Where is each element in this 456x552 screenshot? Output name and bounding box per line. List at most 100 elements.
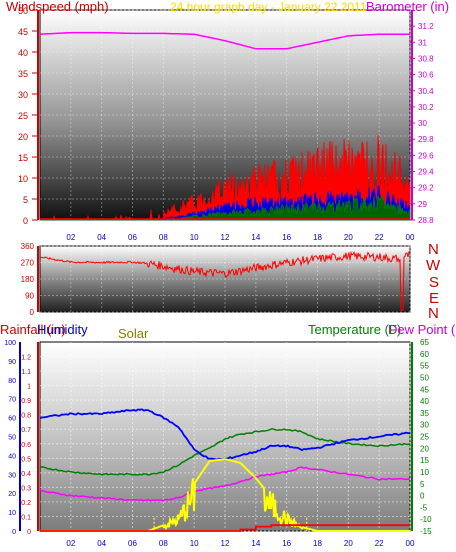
bottom-x-tick-label: 22: [375, 539, 384, 547]
humidity-tick-label: 40: [8, 453, 16, 460]
barometer-tick-label: 29.4: [418, 168, 434, 177]
rainfall-tick-label: 0.1: [21, 514, 31, 521]
barometer-tick-label: 28.8: [418, 216, 434, 225]
humidity-tick-label: 90: [8, 359, 16, 366]
axes: 0510152025303540455028.82929.229.429.629…: [4, 6, 434, 548]
temperature-tick-label: 20: [420, 444, 429, 453]
temperature-tick-label: 40: [420, 397, 429, 406]
temperature-tick-label: 0: [420, 492, 425, 501]
temperature-tick-label: 45: [420, 385, 429, 394]
bottom-x-tick-label: 00: [406, 539, 415, 547]
windspeed-tick-label: 10: [18, 174, 28, 184]
top-x-tick-label: 22: [375, 233, 384, 242]
humidity-tick-label: 0: [12, 529, 16, 536]
direction-label-s: S: [429, 274, 439, 291]
top-x-tick-label: 20: [344, 233, 353, 242]
temperature-axis-label: Temperature (F): [308, 322, 401, 337]
top-x-tick-label: 10: [190, 233, 199, 242]
top-x-tick-label: 18: [313, 233, 322, 242]
humidity-tick-label: 30: [8, 472, 16, 479]
bottom-x-tick-label: 08: [159, 539, 168, 547]
rainfall-series: [40, 524, 410, 532]
dewpoint-series: [39, 466, 411, 502]
top-x-tick-label: 06: [128, 233, 137, 242]
temperature-tick-label: -5: [420, 503, 428, 512]
rainfall-tick-label: 0.8: [21, 413, 31, 420]
barometer-tick-label: 31.2: [418, 22, 434, 31]
graph-title: 24 hour graph day - January 22 2011: [170, 0, 367, 14]
bottom-x-tick-label: 20: [344, 539, 353, 547]
temperature-series: [39, 428, 411, 476]
direction-tick-label: 180: [21, 275, 35, 284]
windspeed-tick-label: 45: [18, 27, 28, 37]
top-x-tick-label: 12: [221, 233, 230, 242]
temperature-tick-label: 60: [420, 350, 429, 359]
humidity-axis-label: Humidity: [37, 322, 88, 337]
humidity-tick-label: 20: [8, 491, 16, 498]
barometer-tick-label: 29: [418, 200, 427, 209]
top-x-tick-label: 14: [251, 233, 260, 242]
humidity-tick-label: 50: [8, 435, 16, 442]
mid-panel-bg: [39, 245, 411, 313]
rainfall-tick-label: 0: [27, 529, 31, 536]
humidity-tick-label: 60: [8, 416, 16, 423]
windspeed-tick-label: 30: [18, 90, 28, 100]
bottom-x-tick-label: 16: [282, 539, 291, 547]
humidity-tick-label: 10: [8, 510, 16, 517]
barometer-tick-label: 30.2: [418, 103, 434, 112]
direction-label-w: W: [426, 257, 441, 274]
barometer-tick-label: 30.8: [418, 54, 434, 63]
barometer-axis-label: Barometer (in): [366, 0, 449, 14]
barometer-tick-label: 29.2: [418, 184, 434, 193]
solar-axis-label: Solar: [118, 326, 149, 341]
bottom-x-tick-label: 06: [128, 539, 137, 547]
direction-tick-label: 0: [30, 308, 35, 317]
top-x-tick-label: 16: [282, 233, 291, 242]
barometer-tick-label: 29.6: [418, 151, 434, 160]
humidity-tick-label: 80: [8, 378, 16, 385]
humidity-tick-label: 100: [4, 340, 16, 347]
rainfall-axis-label: Rainfall (in): [0, 322, 66, 337]
direction-tick-label: 90: [25, 292, 34, 301]
windspeed-tick-label: 15: [18, 153, 28, 163]
windspeed-tick-label: 35: [18, 69, 28, 79]
barometer-tick-label: 29.8: [418, 135, 434, 144]
barometer-tick-label: 30: [418, 119, 427, 128]
windspeed-tick-label: 0: [23, 216, 28, 226]
barometer-tick-label: 30.4: [418, 87, 434, 96]
rainfall-tick-label: 0.6: [21, 442, 31, 449]
bottom-x-tick-label: 04: [97, 539, 106, 547]
direction-tick-label: 270: [21, 259, 35, 268]
barometer-tick-label: 30.6: [418, 71, 434, 80]
top-x-tick-label: 00: [406, 233, 415, 242]
temperature-tick-label: 65: [420, 338, 429, 347]
temperature-tick-label: 25: [420, 433, 429, 442]
direction-tick-label: 360: [21, 242, 35, 251]
temperature-tick-label: 5: [420, 480, 425, 489]
temperature-tick-label: -15: [420, 527, 432, 536]
direction-label-e: E: [429, 290, 439, 307]
bottom-x-tick-label: 12: [221, 539, 230, 547]
temperature-tick-label: 15: [420, 456, 429, 465]
barometer-series: [39, 31, 410, 50]
temperature-tick-label: 35: [420, 409, 429, 418]
temperature-tick-label: 30: [420, 421, 429, 430]
rainfall-tick-label: 0.3: [21, 485, 31, 492]
direction-label-n-top: N: [428, 241, 439, 258]
rainfall-tick-label: 0.4: [21, 471, 31, 478]
rainfall-tick-label: 0.9: [21, 398, 31, 405]
bottom-x-tick-label: 14: [251, 539, 260, 547]
rainfall-tick-label: 1.2: [21, 355, 31, 362]
bottom-x-tick-label: 18: [313, 539, 322, 547]
top-x-tick-label: 04: [97, 233, 106, 242]
windspeed-tick-label: 40: [18, 48, 28, 58]
top-x-tick-label: 02: [66, 233, 75, 242]
dewpoint-axis-label: Dew Point (F): [388, 322, 456, 337]
windspeed-tick-label: 20: [18, 132, 28, 142]
direction-label-n-bottom: N: [428, 305, 439, 322]
rainfall-tick-label: 1: [27, 384, 31, 391]
temperature-tick-label: 10: [420, 468, 429, 477]
rainfall-tick-label: 0.5: [21, 456, 31, 463]
